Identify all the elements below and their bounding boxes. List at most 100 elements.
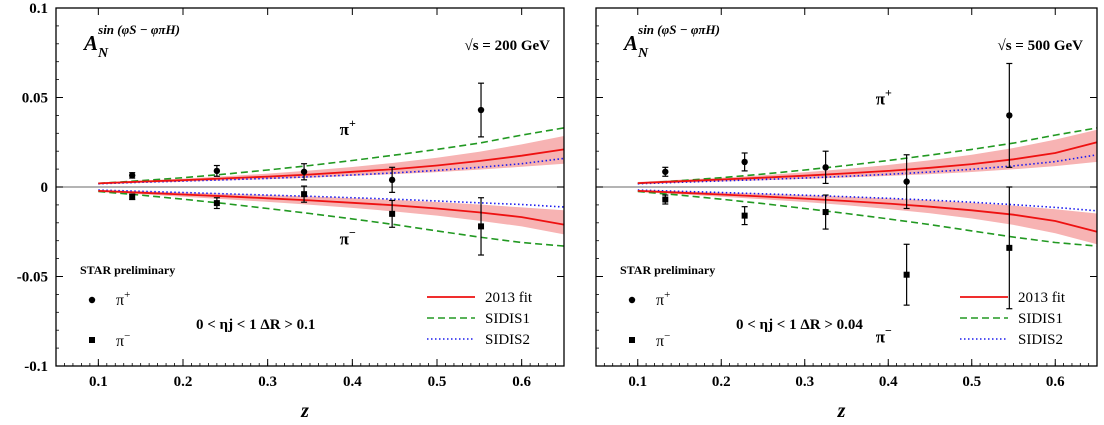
legend-pi-plus-marker bbox=[628, 296, 636, 304]
legend-pi-plus-label: π+ bbox=[656, 289, 670, 309]
sidis2-curve-pi-minus bbox=[98, 189, 565, 208]
x-tick-label: 0.4 bbox=[879, 374, 898, 390]
sidis1-curve-pi-minus bbox=[637, 190, 1098, 247]
curve-label-pi-minus-symbol: π bbox=[876, 328, 886, 347]
sidis1-curve-pi-plus bbox=[98, 127, 565, 185]
data-pi-plus-point bbox=[1006, 112, 1013, 119]
fit-curve-pi-plus bbox=[98, 148, 565, 185]
data-pi-plus-point bbox=[741, 158, 748, 166]
legend-label-3: SIDIS2 bbox=[1018, 332, 1063, 348]
observable-sup: sin (φS − φπH) bbox=[637, 22, 720, 37]
data-pi-minus-point bbox=[741, 212, 748, 219]
sidis1-curve-pi-plus bbox=[637, 127, 1098, 185]
legend-pi-minus-symbol: π bbox=[656, 333, 664, 350]
fit-band-pi-plus bbox=[98, 136, 565, 185]
data-pi-plus-point bbox=[129, 172, 136, 179]
data-pi-plus-point bbox=[662, 168, 669, 175]
cuts-label: 0 < ηj < 1 ΔR > 0.1 bbox=[196, 317, 315, 333]
observable-sub: N bbox=[97, 46, 109, 61]
legend-pi-plus-label: π+ bbox=[116, 289, 130, 309]
curve-label-pi-plus-charge: + bbox=[349, 116, 356, 130]
data-pi-plus-point bbox=[903, 178, 910, 185]
energy-label: √s = 500 GeV bbox=[997, 38, 1083, 54]
x-tick-label: 0.6 bbox=[1046, 374, 1065, 390]
x-tick-label: 0.2 bbox=[712, 374, 731, 390]
legend-pi-plus-marker bbox=[88, 296, 96, 304]
data-pi-minus-point bbox=[662, 196, 669, 203]
x-tick-label: 0.3 bbox=[258, 374, 277, 390]
observable-sub: N bbox=[637, 46, 649, 61]
legend-pi-minus-marker bbox=[629, 337, 635, 343]
curve-label-pi-plus: π+ bbox=[876, 86, 892, 109]
curve-label-pi-plus-symbol: π bbox=[340, 120, 350, 139]
observable-main: A bbox=[622, 31, 638, 55]
fit-curve-pi-minus bbox=[637, 190, 1098, 233]
observable-title: ANsin (φS − φπH) bbox=[82, 22, 180, 61]
cuts-label: 0 < ηj < 1 ΔR > 0.04 bbox=[736, 317, 863, 333]
curve-label-pi-plus-symbol: π bbox=[876, 90, 886, 109]
legend-label-2: SIDIS1 bbox=[1018, 311, 1063, 327]
fit-curve-pi-minus bbox=[98, 190, 565, 226]
y-tick-label: 0.05 bbox=[22, 91, 48, 107]
star-preliminary-label: STAR preliminary bbox=[620, 263, 715, 277]
observable-title: ANsin (φS − φπH) bbox=[622, 22, 720, 61]
data-pi-minus-point bbox=[129, 193, 136, 200]
chart-panel-2: 0.1 0.2 0.3 0.4 0.5 0.6 z ANsin (φS − φπH) √s = … bbox=[595, 7, 1098, 422]
chart-panel-1: 0.1 0.2 0.3 0.4 0.5 0.6 0.1 0.05 0 -0.05 -0.1 z ANsi… bbox=[17, 1, 565, 422]
x-tick-label: 0.6 bbox=[512, 374, 531, 390]
data-pi-minus-point bbox=[213, 200, 220, 207]
legend-label-3: SIDIS2 bbox=[485, 332, 530, 348]
data-pi-minus-point bbox=[389, 210, 396, 217]
legend-pi-minus-symbol: π bbox=[116, 333, 124, 350]
observable-sup: sin (φS − φπH) bbox=[97, 22, 180, 37]
curve-label-pi-minus-symbol: π bbox=[340, 229, 350, 248]
legend-pi-minus-label: π− bbox=[116, 330, 130, 350]
energy-label: √s = 200 GeV bbox=[464, 38, 550, 54]
legend-pi-minus-marker bbox=[89, 337, 95, 343]
sidis2-curve-pi-plus bbox=[637, 154, 1098, 185]
data-pi-plus-point bbox=[300, 168, 308, 175]
data-pi-plus-point bbox=[477, 106, 485, 114]
x-axis-label: z bbox=[300, 400, 309, 422]
y-tick-label: 0 bbox=[41, 180, 49, 196]
data-pi-minus-point bbox=[822, 209, 829, 216]
y-tick-label: -0.05 bbox=[17, 270, 48, 286]
fit-curve-pi-plus bbox=[637, 141, 1098, 184]
data-pi-plus-point bbox=[388, 176, 396, 184]
x-tick-label: 0.2 bbox=[174, 374, 193, 390]
legend-pi-plus-symbol: π bbox=[656, 292, 664, 309]
curve-label-pi-minus-charge: − bbox=[885, 324, 892, 338]
data-pi-minus-point bbox=[1006, 244, 1013, 251]
x-tick-label: 0.3 bbox=[795, 374, 814, 390]
curve-label-pi-plus-charge: + bbox=[885, 86, 892, 100]
x-tick-label: 0.5 bbox=[428, 374, 447, 390]
x-axis-label: z bbox=[837, 400, 846, 422]
legend-pi-plus-charge: + bbox=[664, 289, 670, 301]
sidis2-curve-pi-plus bbox=[98, 157, 565, 185]
data-pi-minus-point bbox=[478, 223, 485, 230]
data-pi-plus-point bbox=[822, 164, 829, 171]
curve-label-pi-plus: π+ bbox=[340, 116, 356, 139]
legend-label-1: 2013 fit bbox=[1018, 290, 1066, 306]
legend-label-1: 2013 fit bbox=[485, 290, 533, 306]
legend-pi-plus-symbol: π bbox=[116, 292, 124, 309]
curve-label-pi-minus: π− bbox=[876, 324, 892, 347]
x-tick-label: 0.5 bbox=[962, 374, 981, 390]
curve-label-pi-minus: π− bbox=[340, 225, 356, 248]
legend-pi-plus-charge: + bbox=[124, 289, 130, 301]
x-tick-label: 0.1 bbox=[89, 374, 108, 390]
sidis1-curve-pi-minus bbox=[98, 190, 565, 247]
sidis2-curve-pi-minus bbox=[637, 189, 1098, 212]
data-pi-minus-point bbox=[301, 191, 308, 198]
star-preliminary-label: STAR preliminary bbox=[80, 263, 175, 277]
y-tick-label: 0.1 bbox=[29, 1, 48, 17]
y-tick-label: -0.1 bbox=[24, 359, 48, 375]
fit-band-pi-plus bbox=[637, 129, 1097, 185]
data-pi-minus-point bbox=[903, 271, 910, 278]
legend-pi-minus-label: π− bbox=[656, 330, 670, 350]
data-pi-plus-point bbox=[213, 167, 221, 175]
observable-main: A bbox=[82, 31, 98, 55]
x-tick-label: 0.4 bbox=[343, 374, 362, 390]
legend-pi-minus-charge: − bbox=[124, 330, 130, 342]
